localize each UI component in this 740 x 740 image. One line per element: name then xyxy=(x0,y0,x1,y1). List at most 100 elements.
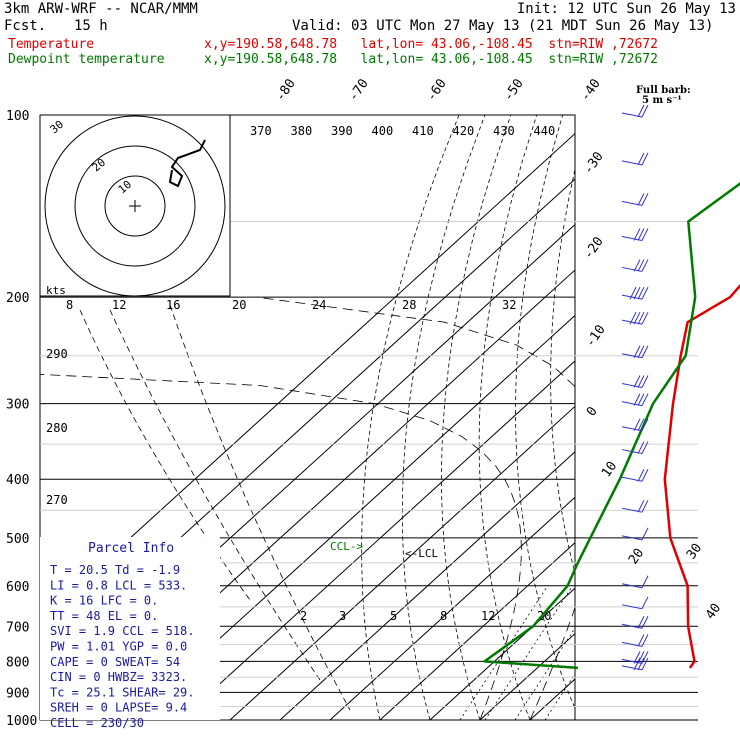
theta-label: 380 xyxy=(291,124,313,138)
wind-barb-flag xyxy=(641,193,649,206)
wind-barb-flag xyxy=(641,259,649,272)
wind-barb-flag xyxy=(633,651,641,664)
isotherm-label-top: -60 xyxy=(424,76,450,104)
isotherm-label-right: -20 xyxy=(581,234,607,262)
parcel-info-row: PW = 1.01 YGP = 0.0 xyxy=(50,640,187,654)
wind-barb-staff xyxy=(621,583,643,589)
wind-barb-flag xyxy=(629,311,637,325)
barb-legend-value: 5 m s⁻¹ xyxy=(642,95,682,106)
isobar-label: 100 xyxy=(6,109,29,124)
wind-barb-flag xyxy=(641,499,649,513)
speed-scale-label: 16 xyxy=(166,298,180,312)
temperature-profile xyxy=(663,283,740,669)
speed-arc xyxy=(79,309,251,601)
forecast-hour: 15 h xyxy=(74,18,108,34)
theta-label: 420 xyxy=(453,124,475,138)
isotherm-label-right: -30 xyxy=(581,149,607,177)
wind-barb-flag xyxy=(641,596,649,610)
wind-barb-flag xyxy=(629,286,637,300)
theta-label: 390 xyxy=(331,124,353,138)
isotherm-label-right: 20 xyxy=(626,546,647,567)
isotherm-line xyxy=(429,587,575,720)
isotherm-label-top: -70 xyxy=(346,76,372,104)
isotherm-line xyxy=(229,405,575,720)
wind-barb-flag xyxy=(637,657,645,671)
isotherm-line xyxy=(179,360,575,720)
wind-barb-flag xyxy=(633,311,641,325)
speed-scale-label: 12 xyxy=(112,298,126,312)
parcel-info-row: SVI = 1.9 CCL = 518. xyxy=(50,624,195,638)
wind-barb-flag xyxy=(637,634,645,647)
moist-adiabat xyxy=(580,297,691,720)
theta-label: 430 xyxy=(493,124,515,138)
theta-label: 410 xyxy=(412,124,434,138)
mixing-ratio-label: 5 xyxy=(390,609,397,623)
isotherm-label-right: 30 xyxy=(684,541,705,562)
temperature-legend: Temperature xyxy=(8,37,95,52)
wind-barb-flag xyxy=(633,228,641,241)
wind-barb-flag xyxy=(637,616,645,629)
parcel-info-row: TT = 48 EL = 0. xyxy=(50,609,158,623)
wind-barb-staff xyxy=(621,535,643,541)
wind-barb-flag xyxy=(637,311,645,325)
dewpoint-profile xyxy=(483,181,740,670)
forecast-label: Fcst. xyxy=(4,18,47,34)
dry-adiabat xyxy=(585,115,681,720)
wind-barb-flag xyxy=(641,286,649,300)
isotherm-line xyxy=(580,115,740,720)
wind-barb-flag xyxy=(637,393,645,406)
isotherm-line xyxy=(329,496,575,720)
isobar-label: 400 xyxy=(6,473,29,488)
wind-barb-flag xyxy=(641,311,649,325)
barb-legend-label: Full barb: xyxy=(636,85,691,96)
wind-barb-flag xyxy=(637,193,645,206)
isotherm-label-top: -40 xyxy=(578,76,604,104)
dry-adiabat xyxy=(402,115,486,720)
ccl-annotation: CCL-> xyxy=(330,540,363,553)
wind-barb-flag xyxy=(637,259,645,272)
speed-arc xyxy=(169,304,351,711)
model-title: 3km ARW-WRF -- NCAR/MMM xyxy=(4,1,198,17)
wind-barb-flag xyxy=(641,418,649,431)
isotherm-label-right: 10 xyxy=(599,459,620,480)
dry-adiabat xyxy=(649,115,740,720)
wind-barb-flag xyxy=(641,152,649,166)
mixing-ratio-line xyxy=(459,585,548,720)
parcel-info-row: T = 20.5 Td = -1.9 xyxy=(50,563,180,577)
wind-barb-flag xyxy=(641,228,649,241)
isotherm-line xyxy=(479,632,575,720)
theta-e-label: 280 xyxy=(46,421,68,435)
theta-label: 440 xyxy=(534,124,556,138)
dewpoint-legend: Dewpoint temperature xyxy=(8,52,165,67)
isotherm-line xyxy=(129,314,575,720)
isobar-label: 500 xyxy=(6,532,29,547)
mixing-ratio-label: 8 xyxy=(440,609,447,623)
moist-adiabat xyxy=(630,297,740,720)
moist-adiabat xyxy=(256,296,575,720)
mixing-ratio-line xyxy=(484,585,573,720)
lcl-annotation: <-LCL xyxy=(405,547,438,560)
isotherm-label-right: 0 xyxy=(584,404,601,419)
wind-barb-flag xyxy=(641,575,649,589)
wind-barb-staff xyxy=(621,604,643,610)
mixing-ratio-line xyxy=(514,627,575,720)
mixing-ratio-line xyxy=(574,719,575,720)
wind-barb-flag xyxy=(637,286,645,300)
parcel-info-row: CAPE = 0 SWEAT= 54 xyxy=(50,655,180,669)
dewpoint-location: x,y=190.58,648.78 lat,lon= 43.06,-108.45… xyxy=(204,52,658,67)
parcel-info-row: Tc = 25.1 SHEAR= 29. xyxy=(50,685,195,699)
parcel-info-row: LI = 0.8 LCL = 533. xyxy=(50,578,187,592)
hodograph-ring xyxy=(44,115,226,297)
speed-scale-label: 32 xyxy=(502,298,516,312)
isobar-label: 300 xyxy=(6,398,29,413)
hodograph-trace xyxy=(168,139,206,188)
wind-barb-flag xyxy=(633,393,641,406)
wind-barb-flag xyxy=(637,469,645,482)
wind-barb-flag xyxy=(633,657,641,671)
dry-adiabat xyxy=(441,115,512,720)
speed-scale-label: 28 xyxy=(402,298,416,312)
isobar-label: 600 xyxy=(6,580,29,595)
theta-label: 370 xyxy=(250,124,272,138)
isotherm-line xyxy=(730,115,740,720)
